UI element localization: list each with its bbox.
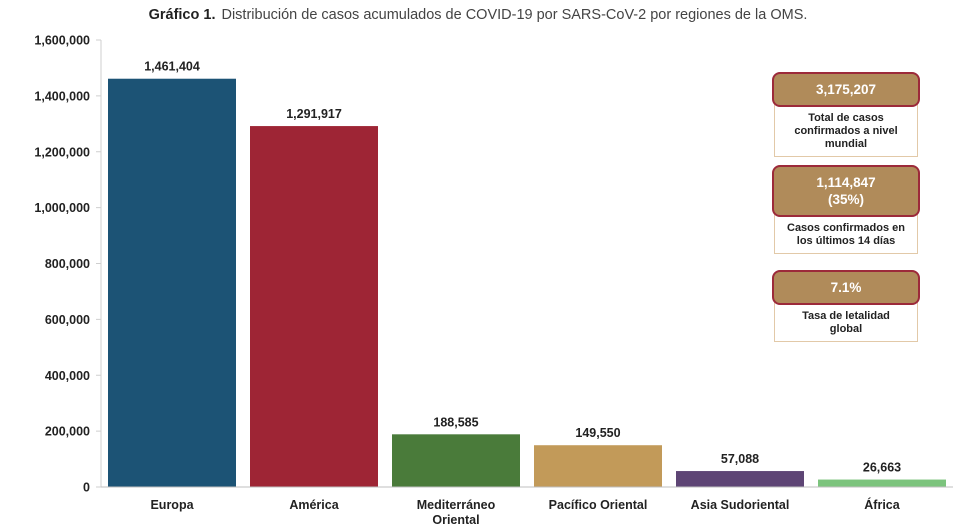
bar — [818, 479, 946, 487]
y-tick-label: 1,600,000 — [34, 34, 90, 48]
y-tick-label: 400,000 — [45, 369, 90, 383]
y-tick-label: 800,000 — [45, 257, 90, 271]
data-label: 188,585 — [433, 415, 478, 429]
recent-cases-value: 1,114,847 (35%) — [772, 165, 920, 217]
recent-cases-label: Casos confirmados en los últimos 14 días — [774, 214, 918, 254]
data-label: 149,550 — [575, 426, 620, 440]
data-label: 1,461,404 — [144, 60, 200, 74]
x-tick-label: Europa — [150, 498, 194, 512]
y-tick-label: 1,200,000 — [34, 145, 90, 159]
bar — [392, 434, 520, 487]
chart-title: Gráfico 1. Distribución de casos acumulad… — [0, 7, 956, 23]
lethality-card: 7.1% Tasa de letalidad global — [772, 270, 920, 342]
recent-cases-card: 1,114,847 (35%) Casos confirmados en los… — [772, 165, 920, 254]
x-tick-label: Oriental — [432, 513, 479, 527]
lethality-value: 7.1% — [772, 270, 920, 305]
y-tick-label: 1,000,000 — [34, 201, 90, 215]
y-tick-label: 200,000 — [45, 425, 90, 439]
total-cases-card: 3,175,207 Total de casos confirmados a n… — [772, 72, 920, 157]
bar — [108, 78, 236, 487]
y-tick-label: 1,400,000 — [34, 89, 90, 103]
total-cases-value: 3,175,207 — [772, 72, 920, 107]
x-tick-label: Asia Sudoriental — [691, 498, 790, 512]
x-tick-label: América — [289, 498, 339, 512]
y-tick-label: 600,000 — [45, 313, 90, 327]
bar — [676, 471, 804, 487]
x-tick-label: África — [864, 497, 900, 512]
chart-title-lead: Gráfico 1. — [148, 7, 216, 23]
x-tick-label: Pacífico Oriental — [549, 498, 648, 512]
data-label: 57,088 — [721, 452, 759, 466]
data-label: 26,663 — [863, 461, 901, 475]
x-tick-label: Mediterráneo — [417, 498, 496, 512]
bar — [250, 126, 378, 488]
data-label: 1,291,917 — [286, 107, 342, 121]
bar — [534, 445, 662, 487]
y-tick-label: 0 — [83, 481, 90, 495]
lethality-label: Tasa de letalidad global — [774, 302, 918, 342]
chart-title-text: Distribución de casos acumulados de COVI… — [221, 7, 808, 23]
total-cases-label: Total de casos confirmados a nivel mundi… — [774, 104, 918, 157]
